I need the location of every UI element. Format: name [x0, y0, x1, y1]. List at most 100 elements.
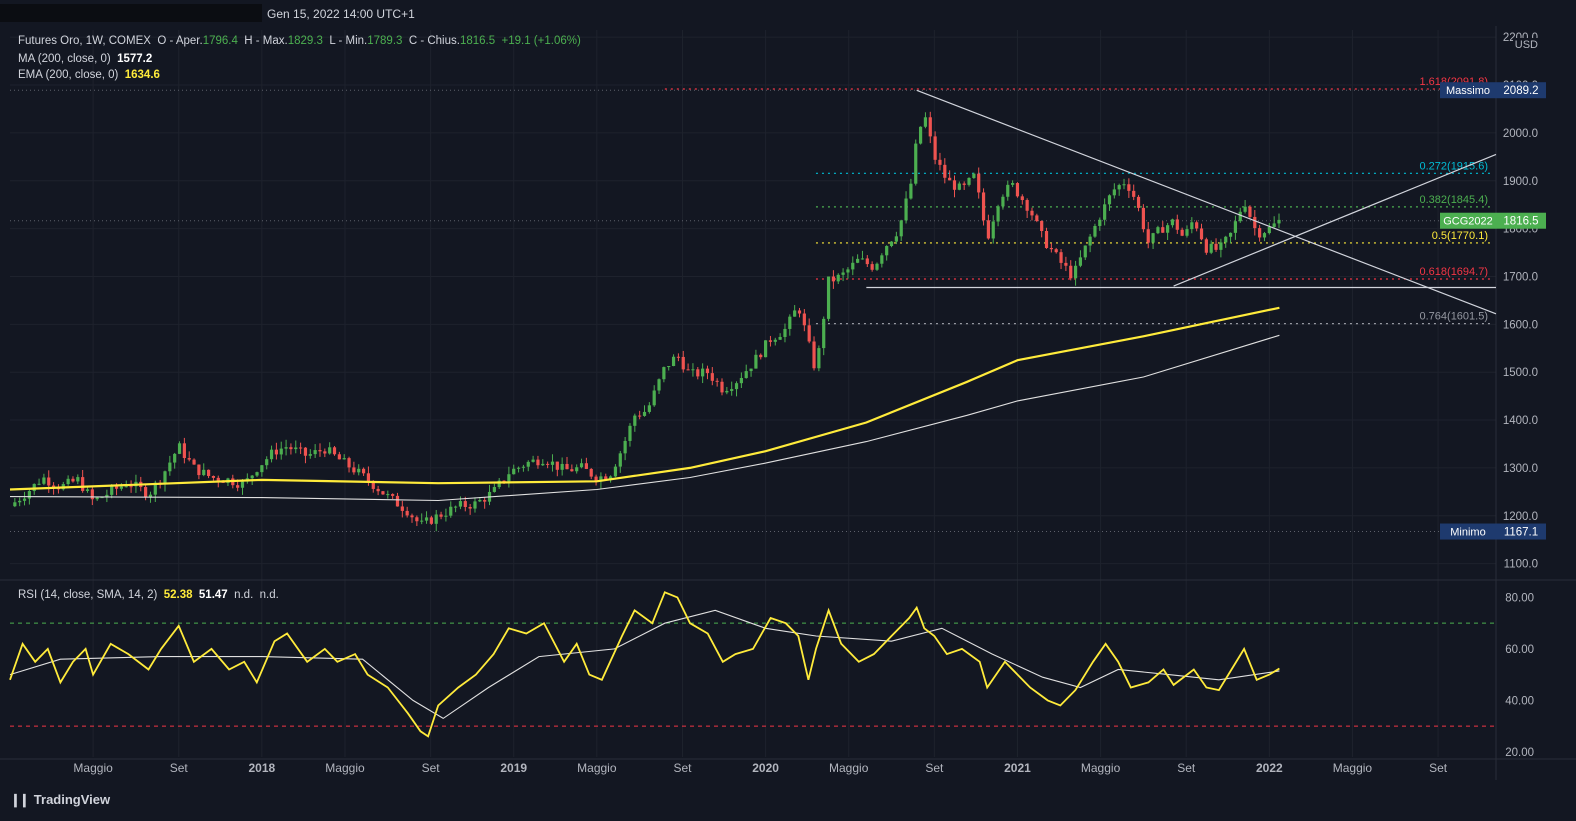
candle-body	[1146, 229, 1150, 243]
ma-200-line	[9, 334, 1280, 502]
rsi-legend[interactable]: RSI (14, close, SMA, 14, 2) 52.38 51.47 …	[18, 589, 279, 601]
candle-body	[972, 173, 976, 178]
rsi-tick-label: 60.00	[1505, 644, 1534, 656]
rsi-ma-line	[9, 609, 1280, 720]
low-value: 1789.3	[367, 35, 403, 47]
close-label: C - Chius.	[408, 35, 460, 47]
candle-body	[1015, 183, 1020, 197]
candle-body	[773, 339, 777, 342]
candle-body	[129, 486, 133, 488]
trendline	[916, 89, 1497, 315]
open-label: O - Aper.	[157, 35, 203, 47]
candle-body	[550, 461, 555, 465]
ema-legend[interactable]: EMA (200, close, 0) 1634.6	[18, 69, 160, 81]
candle-body	[473, 501, 477, 509]
time-tick-label: Maggio	[325, 761, 365, 775]
candle-body	[81, 477, 85, 491]
candle-body	[526, 461, 530, 467]
candle-body	[962, 183, 966, 185]
candle-body	[454, 506, 458, 508]
ema-200-line	[9, 306, 1280, 491]
candle-body	[986, 220, 990, 239]
candle-body	[400, 506, 404, 511]
candle-body	[948, 177, 952, 181]
candle-body	[1078, 257, 1083, 266]
candle-body	[1272, 223, 1276, 227]
candle-body	[449, 506, 453, 516]
candle-body	[846, 269, 850, 273]
candle-body	[381, 491, 385, 495]
candle-body	[483, 500, 487, 502]
candle-body	[386, 494, 390, 496]
candle-body	[197, 464, 201, 476]
candle-body	[918, 126, 923, 144]
candle-body	[284, 447, 288, 449]
candle-body	[376, 488, 380, 492]
fib-level-label: 0.5(1770.1)	[1432, 230, 1488, 242]
ma-label: MA (200, close, 0)	[18, 53, 111, 65]
candle-body	[725, 390, 729, 393]
candle-body	[870, 264, 874, 270]
candle-body	[110, 486, 114, 495]
rsi-label: RSI (14, close, SMA, 14, 2)	[18, 589, 158, 601]
marker-value-bg	[1496, 212, 1546, 229]
candle-body	[1243, 206, 1247, 212]
candle-body	[754, 354, 758, 369]
ema-value: 1634.6	[124, 69, 160, 81]
time-tick-label: Set	[170, 761, 189, 775]
time-tick-label: Maggio	[1081, 761, 1121, 775]
candle-body	[1112, 189, 1116, 196]
candle-body	[1127, 184, 1131, 191]
fib-level-label: 0.764(1601.5)	[1420, 311, 1489, 323]
cursor-date: Gen 15, 2022 14:00 UTC+1	[267, 7, 415, 21]
time-tick-label: Set	[422, 761, 441, 775]
candle-body	[269, 449, 274, 460]
candle-body	[303, 447, 308, 456]
candle-body	[502, 480, 506, 482]
marker-value-label: 1816.5	[1503, 216, 1538, 228]
candle-body	[928, 117, 932, 137]
candle-body	[1175, 219, 1179, 230]
candle-body	[657, 379, 661, 391]
marker-value-bg	[1496, 523, 1546, 540]
candle-body	[163, 471, 167, 484]
time-tick-label: 2022	[1256, 761, 1283, 775]
tradingview-logo[interactable]: ❙❙ TradingView	[10, 792, 110, 808]
candle-body	[744, 371, 748, 378]
candle-body	[642, 411, 647, 416]
candle-body	[638, 415, 642, 417]
candle-body	[1262, 233, 1267, 238]
candle-body	[749, 368, 753, 372]
candle-body	[313, 450, 317, 455]
candle-body	[618, 453, 622, 467]
candle-body	[274, 449, 278, 455]
candle-body	[192, 459, 196, 465]
candle-body	[570, 469, 574, 472]
candle-body	[391, 494, 395, 496]
candle-body	[1277, 219, 1281, 224]
symbol-name[interactable]: Futures Oro, 1W, COMEX	[18, 35, 151, 47]
candle-body	[894, 236, 898, 242]
candle-body	[177, 443, 182, 454]
candle-body	[410, 515, 414, 518]
candle-body	[512, 468, 516, 475]
candle-body	[696, 369, 700, 377]
candle-body	[299, 447, 303, 449]
candle-body	[623, 440, 627, 454]
rsi-band-upper: n.d.	[234, 589, 254, 601]
candle-body	[95, 497, 99, 500]
candle-body	[826, 276, 831, 319]
candle-body	[720, 381, 724, 393]
candle-body	[885, 246, 889, 256]
candle-body	[13, 502, 17, 507]
candle-body	[516, 467, 521, 469]
candle-body	[914, 143, 918, 184]
marker-tag-label: GCG2022	[1443, 216, 1493, 228]
candle-body	[323, 451, 327, 454]
candle-body	[521, 466, 526, 468]
candle-body	[1001, 196, 1005, 207]
ma-legend[interactable]: MA (200, close, 0) 1577.2	[18, 53, 152, 65]
candle-body	[865, 258, 869, 265]
price-legend: Futures Oro, 1W, COMEX O - Aper.1796.4 H…	[18, 35, 581, 47]
